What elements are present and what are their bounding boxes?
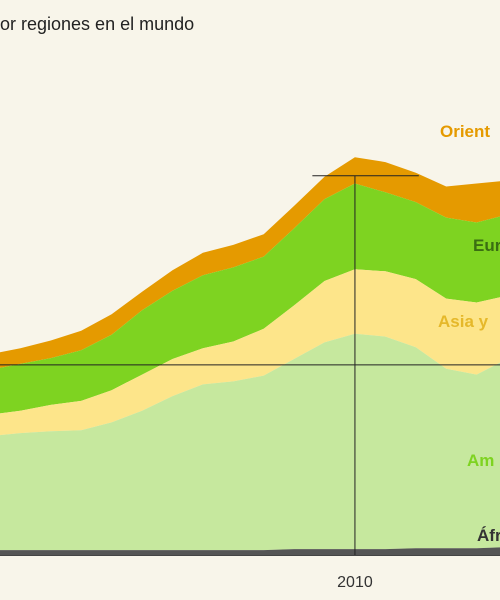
series-label-áfr: Áfr <box>477 526 500 545</box>
x-axis-ticks: 2010 <box>337 574 373 591</box>
x-tick-label: 2010 <box>337 574 373 591</box>
series-label-am: Am <box>467 451 494 470</box>
series-label-orient: Orient <box>440 122 490 141</box>
area-asia-y <box>0 269 500 436</box>
reference-lines <box>0 175 500 556</box>
chart-subtitle: or regiones en el mundo <box>0 14 195 34</box>
area-orient <box>0 157 500 368</box>
area-áfr <box>0 547 500 555</box>
area-eur <box>0 183 500 414</box>
area-layers <box>0 157 500 555</box>
series-label-eur: Eur <box>473 236 500 255</box>
area-am <box>0 333 500 551</box>
series-labels: Áfr Am Asia y Eur Orient <box>438 122 500 545</box>
series-label-asia-y: Asia y <box>438 312 489 331</box>
